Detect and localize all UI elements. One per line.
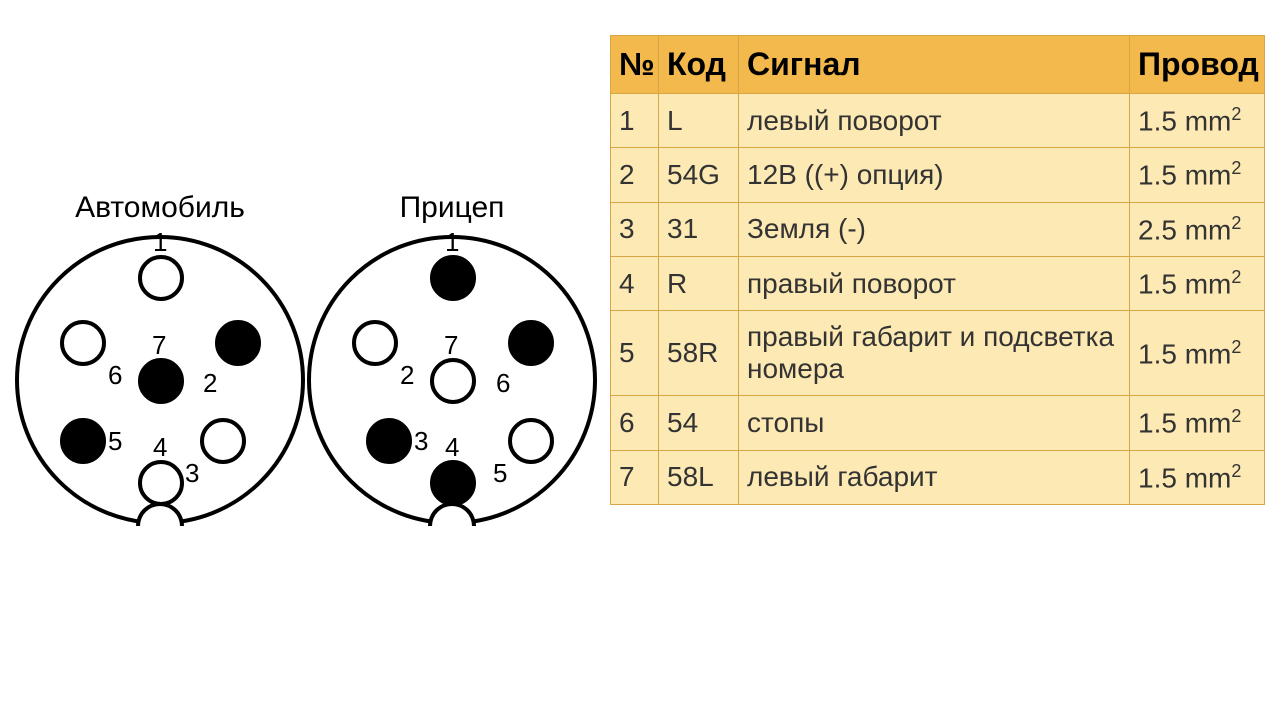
cell-wire: 1.5 mm2 <box>1130 148 1265 202</box>
table-row: 331Земля (-)2.5 mm2 <box>611 202 1265 256</box>
cell-num: 6 <box>611 396 659 450</box>
connector-diagrams: Автомобиль1234567Прицеп1234567 <box>10 60 600 650</box>
wire-exp: 2 <box>1231 461 1241 481</box>
cell-code: 58L <box>659 450 739 504</box>
table-row: 654стопы1.5 mm2 <box>611 396 1265 450</box>
cell-code: 54 <box>659 396 739 450</box>
table-header-signal: Сигнал <box>739 36 1130 94</box>
wire-value: 1.5 <box>1138 105 1177 136</box>
cell-wire: 1.5 mm2 <box>1130 396 1265 450</box>
cell-num: 7 <box>611 450 659 504</box>
cell-signal: Земля (-) <box>739 202 1130 256</box>
wire-exp: 2 <box>1231 158 1241 178</box>
cell-code: R <box>659 256 739 310</box>
wire-exp: 2 <box>1231 267 1241 287</box>
table-header-num: № <box>611 36 659 94</box>
wire-value: 1.5 <box>1138 268 1177 299</box>
pinout-table-wrap: №КодСигналПровод1Lлевый поворот1.5 mm225… <box>610 35 1265 505</box>
cell-signal: стопы <box>739 396 1130 450</box>
cell-signal: левый поворот <box>739 94 1130 148</box>
pin-trailer-4 <box>430 460 476 506</box>
wire-value: 1.5 <box>1138 408 1177 439</box>
cell-signal: левый габарит <box>739 450 1130 504</box>
wire-value: 2.5 <box>1138 214 1177 245</box>
cell-wire: 2.5 mm2 <box>1130 202 1265 256</box>
wire-unit: mm <box>1185 160 1232 191</box>
pin-trailer-6 <box>508 320 554 366</box>
connector-title-trailer: Прицеп <box>307 191 597 225</box>
cell-num: 4 <box>611 256 659 310</box>
pinout-table: №КодСигналПровод1Lлевый поворот1.5 mm225… <box>610 35 1265 505</box>
cell-wire: 1.5 mm2 <box>1130 311 1265 396</box>
wire-unit: mm <box>1185 408 1232 439</box>
wire-exp: 2 <box>1231 213 1241 233</box>
wire-value: 1.5 <box>1138 338 1177 369</box>
table-row: 254G12В ((+) опция)1.5 mm2 <box>611 148 1265 202</box>
pin-label-trailer-1: 1 <box>445 227 459 258</box>
pin-trailer-3 <box>366 418 412 464</box>
cell-num: 5 <box>611 311 659 396</box>
wire-unit: mm <box>1185 105 1232 136</box>
wire-unit: mm <box>1185 462 1232 493</box>
table-row: 4Rправый поворот1.5 mm2 <box>611 256 1265 310</box>
wire-unit: mm <box>1185 268 1232 299</box>
cell-code: 54G <box>659 148 739 202</box>
wire-unit: mm <box>1185 338 1232 369</box>
pin-label-trailer-7: 7 <box>444 330 458 361</box>
cell-signal: правый поворот <box>739 256 1130 310</box>
cell-num: 1 <box>611 94 659 148</box>
pin-label-trailer-6: 6 <box>496 368 510 399</box>
pin-label-trailer-3: 3 <box>414 426 428 457</box>
pin-label-trailer-4: 4 <box>445 432 459 463</box>
connector-trailer: Прицеп1 2 34 5 6 7 <box>10 60 610 660</box>
cell-code: L <box>659 94 739 148</box>
table-row: 758Lлевый габарит1.5 mm2 <box>611 450 1265 504</box>
cell-wire: 1.5 mm2 <box>1130 450 1265 504</box>
pin-label-trailer-5: 5 <box>493 458 507 489</box>
pin-trailer-2 <box>352 320 398 366</box>
pin-trailer-5 <box>508 418 554 464</box>
cell-wire: 1.5 mm2 <box>1130 94 1265 148</box>
table-row: 1Lлевый поворот1.5 mm2 <box>611 94 1265 148</box>
table-header-row: №КодСигналПровод <box>611 36 1265 94</box>
pin-trailer-7 <box>430 358 476 404</box>
cell-num: 2 <box>611 148 659 202</box>
pin-trailer-1 <box>430 255 476 301</box>
pin-label-trailer-2: 2 <box>400 360 414 391</box>
cell-signal: 12В ((+) опция) <box>739 148 1130 202</box>
table-row: 558Rправый габарит и подсветка номера1.5… <box>611 311 1265 396</box>
cell-code: 58R <box>659 311 739 396</box>
table-header-code: Код <box>659 36 739 94</box>
cell-signal: правый габарит и подсветка номера <box>739 311 1130 396</box>
table-header-wire: Провод <box>1130 36 1265 94</box>
wire-value: 1.5 <box>1138 462 1177 493</box>
wire-exp: 2 <box>1231 406 1241 426</box>
wire-unit: mm <box>1185 214 1232 245</box>
cell-wire: 1.5 mm2 <box>1130 256 1265 310</box>
wire-value: 1.5 <box>1138 160 1177 191</box>
wire-exp: 2 <box>1231 337 1241 357</box>
wire-exp: 2 <box>1231 104 1241 124</box>
cell-num: 3 <box>611 202 659 256</box>
cell-code: 31 <box>659 202 739 256</box>
